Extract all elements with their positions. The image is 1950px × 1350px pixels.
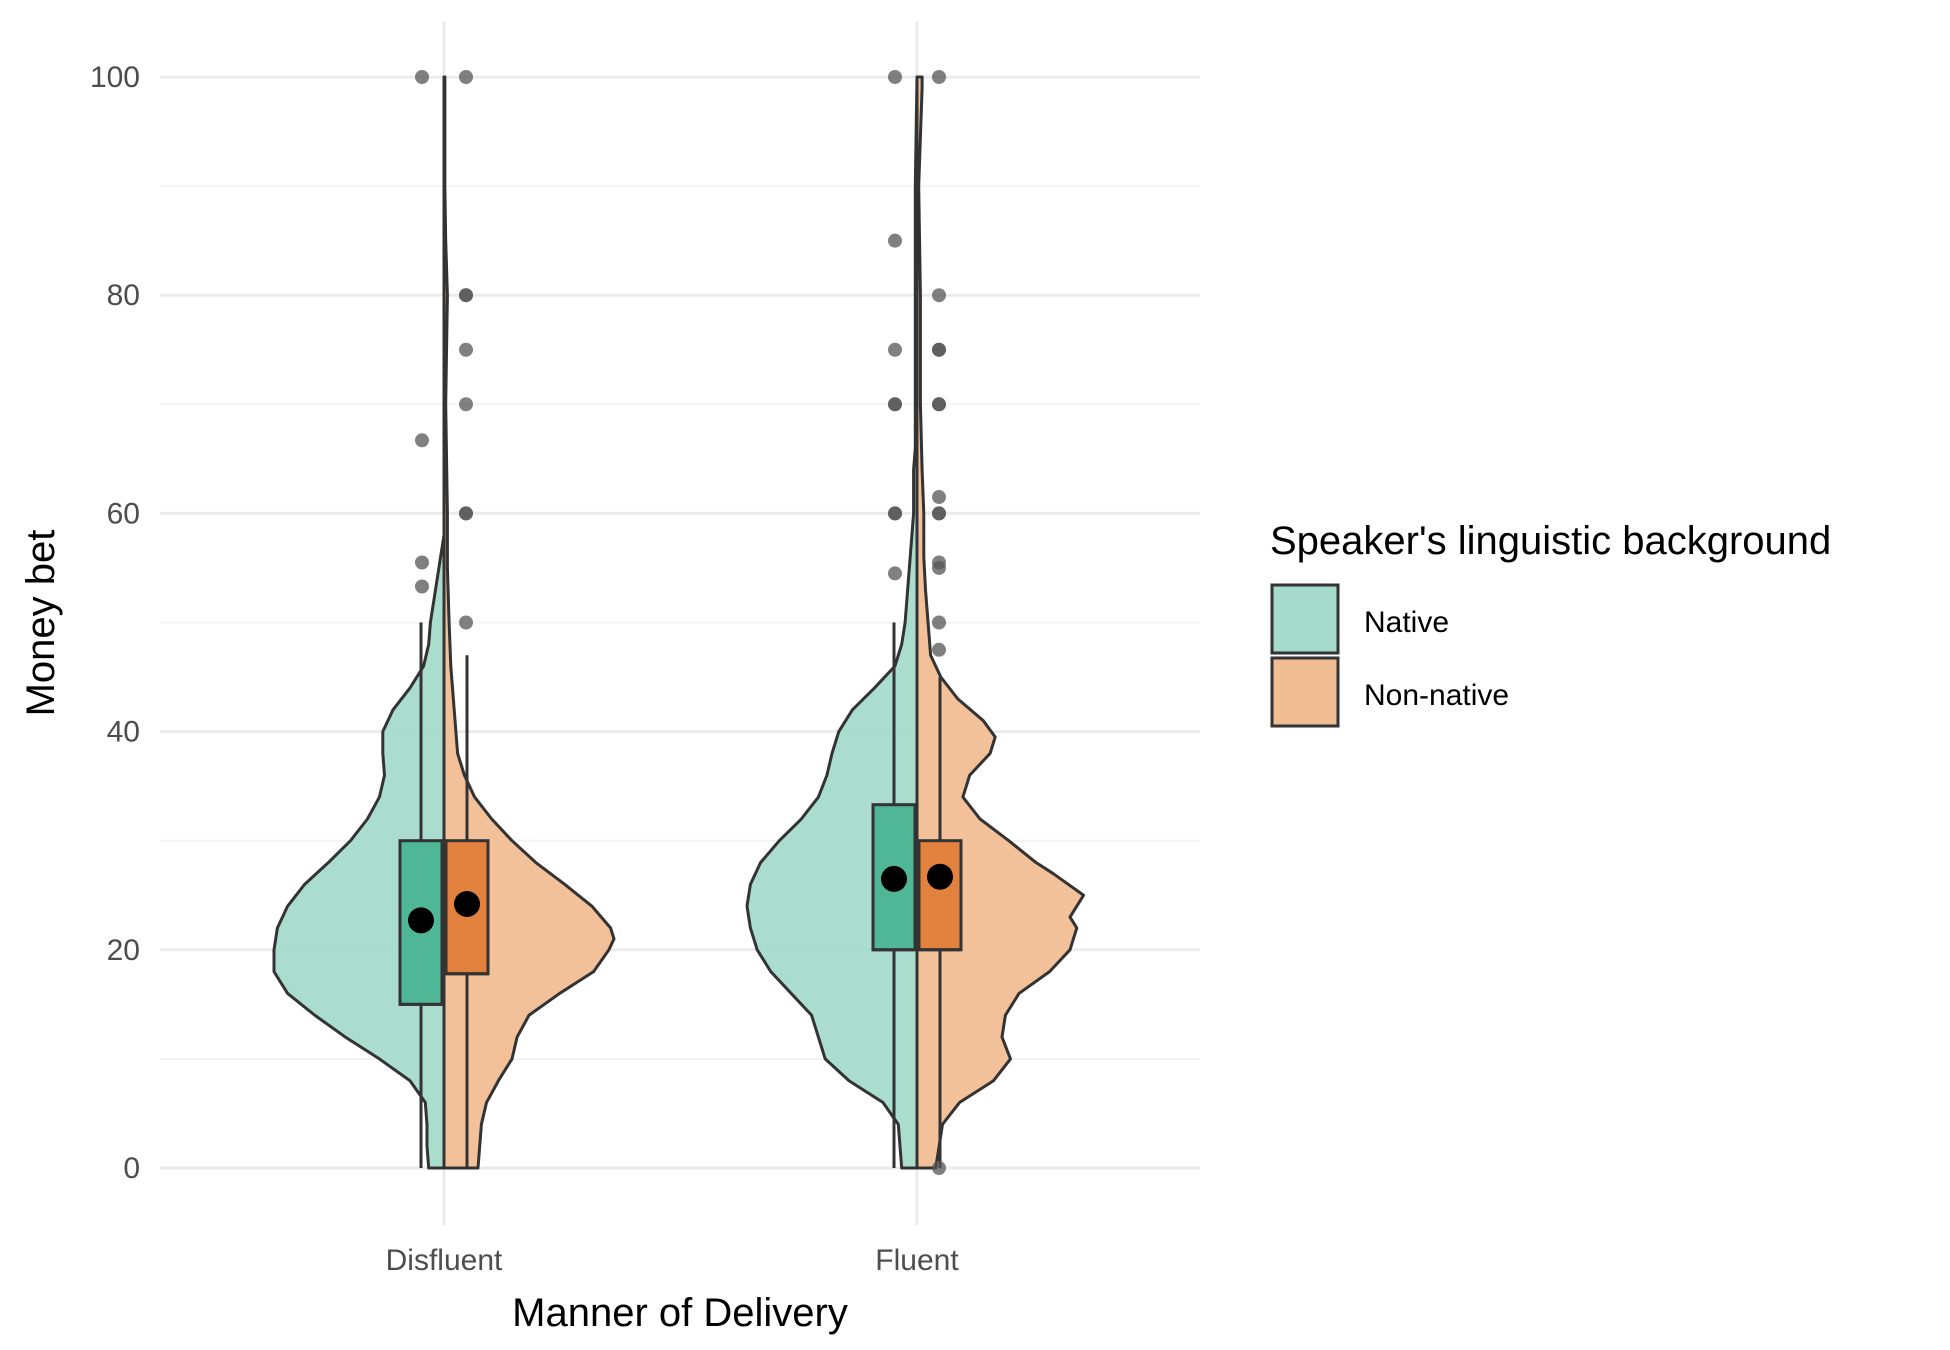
mean-point: [881, 865, 907, 892]
outlier-point: [932, 342, 946, 357]
plot-area: [272, 70, 1086, 1175]
y-tick-label: 60: [107, 497, 140, 530]
y-tick-label: 80: [107, 279, 140, 312]
grid-lines: [160, 22, 1200, 1225]
mean-point: [454, 890, 480, 917]
outlier-point: [932, 70, 946, 84]
y-tick-label: 100: [90, 61, 140, 94]
legend-label-native: Native: [1364, 606, 1449, 639]
outlier-point: [932, 555, 946, 570]
box-non-native: [917, 839, 963, 952]
y-tick-label: 20: [107, 934, 140, 967]
outlier-point: [888, 342, 902, 357]
outlier-point: [459, 615, 473, 630]
y-tick-label: 40: [107, 716, 140, 749]
mean-point: [408, 907, 434, 934]
outlier-point: [932, 642, 946, 657]
outlier-point: [932, 615, 946, 630]
y-tick-label: 0: [123, 1152, 140, 1185]
outlier-point: [932, 490, 946, 505]
legend-title: Speaker's linguistic background: [1270, 519, 1831, 563]
y-tick-labels: 0 20 40 60 80 100: [90, 61, 140, 1185]
x-tick-label: Disfluent: [386, 1244, 503, 1277]
outlier-point: [415, 433, 429, 448]
legend-key-native: [1270, 583, 1340, 655]
outlier-point: [888, 70, 902, 84]
outlier-point: [459, 397, 473, 412]
outlier-point: [459, 342, 473, 357]
outlier-point: [932, 506, 946, 521]
x-axis-title: Manner of Delivery: [512, 1291, 848, 1335]
outlier-point: [415, 579, 429, 594]
outlier-point: [415, 70, 429, 84]
outlier-point: [888, 233, 902, 248]
outlier-point: [415, 555, 429, 570]
x-tick-labels: Disfluent Fluent: [386, 1244, 960, 1277]
outlier-point: [459, 288, 473, 303]
outlier-point: [888, 566, 902, 581]
x-tick-label: Fluent: [875, 1244, 959, 1277]
legend: Speaker's linguistic background Native N…: [1270, 519, 1831, 728]
outlier-point: [459, 506, 473, 521]
violin-native: [272, 533, 446, 1170]
outlier-point: [932, 288, 946, 303]
outlier-point: [932, 1161, 946, 1175]
mean-point: [927, 863, 953, 890]
legend-key-non-native: [1270, 656, 1340, 728]
legend-label-non-native: Non-native: [1364, 679, 1509, 712]
outlier-point: [888, 506, 902, 521]
outlier-point: [932, 397, 946, 412]
outlier-point: [459, 70, 473, 84]
y-axis-title: Money bet: [19, 530, 63, 717]
outlier-point: [888, 397, 902, 412]
